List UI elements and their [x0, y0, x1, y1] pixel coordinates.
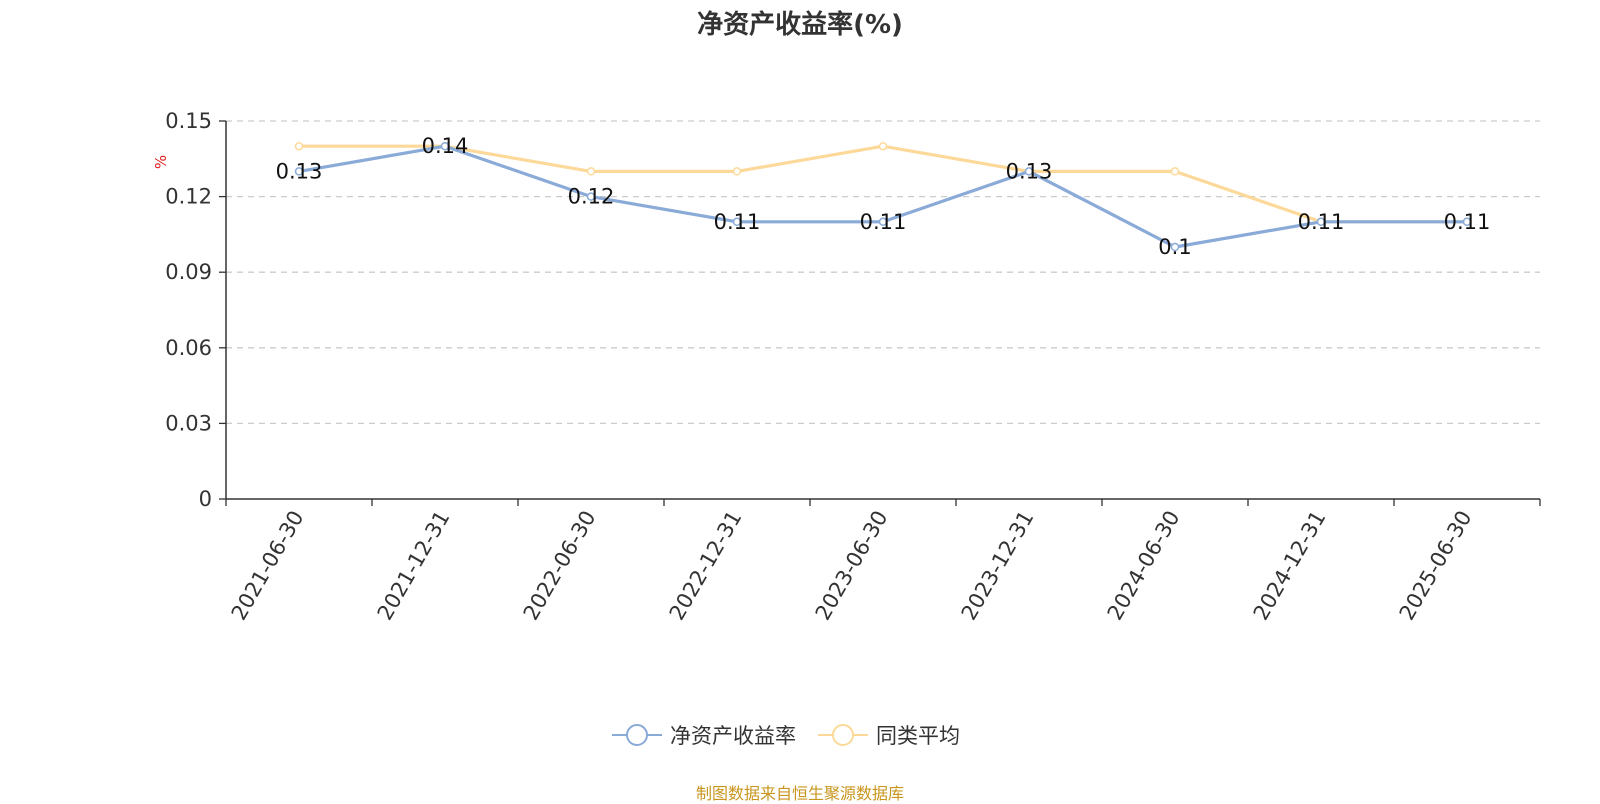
- x-tick-label: 2022-06-30: [519, 507, 601, 625]
- source-note: 制图数据来自恒生聚源数据库: [695, 784, 904, 803]
- data-point[interactable]: [294, 167, 304, 176]
- y-tick-label: 0.09: [165, 260, 212, 284]
- x-tick-label: 2021-06-30: [227, 507, 309, 625]
- legend-line-circle-icon: [818, 724, 868, 746]
- data-label: 0.13: [276, 159, 323, 183]
- data-point[interactable]: [440, 141, 450, 151]
- x-tick-label: 2023-06-30: [811, 507, 893, 625]
- data-point[interactable]: [1024, 167, 1034, 176]
- data-label: 0.14: [422, 134, 469, 158]
- x-tick-label: 2022-12-31: [665, 507, 747, 625]
- x-tick-label: 2021-12-31: [373, 507, 455, 625]
- data-point[interactable]: [1170, 167, 1180, 176]
- data-label: 0.11: [714, 210, 761, 234]
- data-point[interactable]: [1462, 217, 1472, 227]
- grid-lines: [226, 120, 1540, 425]
- data-point[interactable]: [1316, 217, 1326, 227]
- legend-line-circle-icon: [612, 724, 662, 746]
- x-tick-label: 2023-12-31: [957, 507, 1039, 625]
- x-tick-label: 2025-06-30: [1395, 507, 1477, 625]
- x-tick-label: 2024-12-31: [1249, 507, 1331, 625]
- data-label: 0.1: [1158, 235, 1191, 259]
- chart-title: 净资产收益率(%): [697, 10, 903, 40]
- data-label: 0.12: [568, 185, 615, 209]
- data-point[interactable]: [732, 167, 742, 176]
- data-point[interactable]: [294, 141, 304, 151]
- legend: 净资产收益率 同类平均: [612, 720, 982, 750]
- data-label: 0.13: [1006, 159, 1053, 183]
- legend-label-roe: 净资产收益率: [670, 724, 796, 748]
- axes: 0 0.03 0.06 0.09 0.12 0.15 2021-06-30 2021-12-3…: [165, 109, 1541, 625]
- series: [294, 141, 1472, 252]
- data-point[interactable]: [732, 217, 742, 227]
- y-tick-label: 0: [199, 487, 212, 511]
- y-tick-label: 0.12: [165, 185, 212, 209]
- data-point[interactable]: [586, 167, 596, 176]
- data-labels: 0.13 0.14 0.12 0.11 0.11 0.13 0.1 0.11 0.11: [276, 134, 1491, 259]
- legend-item-peer-average[interactable]: 同类平均: [818, 720, 960, 750]
- data-point[interactable]: [586, 192, 596, 201]
- data-label: 0.11: [860, 210, 907, 234]
- y-axis-unit-label: %: [152, 155, 170, 169]
- data-point[interactable]: [878, 217, 888, 227]
- legend-label-peer-average: 同类平均: [876, 724, 960, 748]
- data-point[interactable]: [878, 141, 888, 151]
- data-label: 0.11: [1444, 210, 1491, 234]
- data-label: 0.11: [1298, 210, 1345, 234]
- y-tick-label: 0.15: [165, 109, 212, 133]
- legend-item-roe[interactable]: 净资产收益率: [612, 720, 796, 750]
- x-tick-label: 2024-06-30: [1103, 507, 1185, 625]
- data-point[interactable]: [1170, 242, 1180, 252]
- y-tick-label: 0.03: [165, 411, 212, 435]
- y-tick-label: 0.06: [165, 336, 212, 360]
